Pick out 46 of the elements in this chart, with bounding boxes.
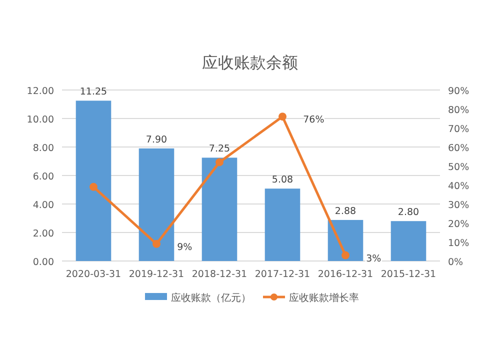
data-label: 7.25 (208, 144, 230, 155)
y2-tick-label: 80% (448, 105, 470, 116)
point (152, 240, 160, 248)
x-tick-label: 2016-12-31 (318, 269, 374, 280)
data-label: 7.90 (146, 134, 168, 146)
bar (76, 100, 112, 261)
y2-tick-label: 70% (448, 124, 470, 135)
point (278, 112, 286, 121)
y-tick-label: 8.00 (32, 143, 54, 154)
x-tick-label: 2020-03-31 (66, 269, 122, 280)
data-label: 5.08 (272, 174, 294, 186)
bar (202, 158, 238, 261)
legend-label: 应收账款增长率 (289, 292, 359, 304)
data-label: 3% (366, 253, 382, 264)
y2-tick-label: 60% (448, 143, 470, 154)
y2-tick-label: 10% (448, 238, 470, 249)
bar (390, 221, 426, 261)
x-tick-label: 2019-12-31 (128, 269, 184, 280)
data-label: 11.25 (80, 86, 108, 98)
y-tick-label: 12.00 (26, 86, 54, 97)
y2-tick-label: 90% (448, 86, 470, 97)
data-label: 2.88 (334, 206, 356, 217)
y-tick-label: 0.00 (32, 257, 54, 268)
data-label: 2.80 (398, 207, 420, 218)
y-tick-label: 2.00 (32, 228, 54, 240)
data-label: 76% (303, 114, 324, 126)
y2-tick-label: 20% (448, 219, 470, 230)
y2-tick-label: 0% (448, 257, 464, 268)
x-tick-label: 2015-12-31 (380, 269, 436, 280)
y2-tick-label: 40% (448, 181, 470, 192)
y-tick-label: 6.00 (32, 172, 54, 182)
data-label: 9% (177, 242, 192, 253)
point (216, 158, 224, 166)
y2-tick-label: 50% (448, 162, 470, 173)
bar (328, 220, 364, 261)
x-tick-label: 2017-12-31 (254, 269, 310, 280)
bar (138, 148, 174, 261)
legend-label: 应收账款（亿元） (171, 292, 251, 304)
chart-title: 应收账款余额 (202, 53, 298, 72)
y-tick-label: 10.00 (26, 114, 54, 126)
x-tick-label: 2018-12-31 (192, 269, 248, 280)
y-tick-label: 4.00 (32, 200, 54, 211)
point (342, 251, 350, 260)
y2-tick-label: 30% (448, 200, 470, 211)
bar (264, 188, 300, 261)
point (90, 182, 98, 191)
